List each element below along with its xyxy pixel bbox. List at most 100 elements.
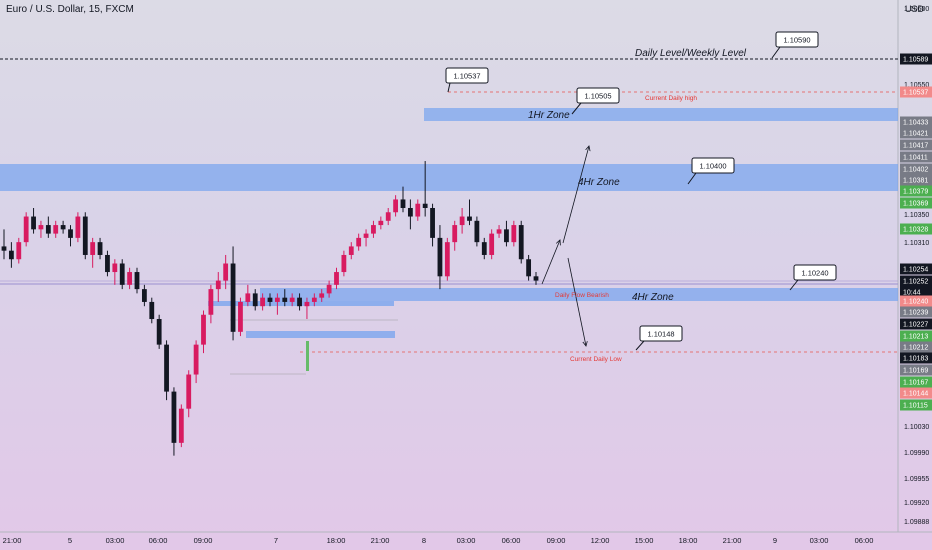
callout-box — [691, 157, 735, 174]
zone-rect — [424, 108, 898, 121]
candle-body — [400, 199, 406, 208]
price-badge-label: 1.10379 — [903, 189, 928, 196]
price-badge — [900, 376, 932, 388]
price-badge-label: 1.10254 — [903, 267, 928, 274]
time-tick-label: 09:00 — [194, 536, 213, 545]
price-badge — [900, 151, 932, 163]
price-badge — [900, 163, 932, 175]
candle-body — [452, 225, 458, 243]
candle-body — [141, 289, 147, 302]
candle-body — [533, 276, 539, 281]
candle-body — [112, 263, 118, 273]
price-badge-label: 1.10167 — [903, 380, 928, 387]
candle-body — [134, 272, 140, 290]
price-tick-label: 1.10310 — [904, 240, 929, 247]
time-tick-label: 21:00 — [723, 536, 742, 545]
candle-body — [415, 203, 421, 217]
candle-body — [311, 297, 317, 302]
price-badge — [900, 341, 932, 353]
price-badge-label: 1.10589 — [903, 57, 928, 64]
price-badge — [900, 318, 932, 330]
candle-body — [105, 254, 110, 273]
candle-body — [252, 293, 258, 307]
candle-body — [45, 225, 51, 234]
currency-label: USD — [905, 4, 925, 14]
time-tick-label: 06:00 — [149, 536, 168, 545]
price-tick-label: 1.10600 — [904, 6, 929, 13]
candle-body — [518, 225, 524, 260]
candle-body — [363, 233, 369, 238]
price-badge-label: 1.10421 — [903, 131, 928, 138]
candle-body — [326, 284, 332, 294]
candle-body — [68, 229, 73, 238]
callout-box — [639, 325, 683, 342]
price-badge-label: 1.10169 — [903, 368, 928, 375]
zone-rect — [260, 288, 898, 301]
callout-box — [445, 67, 489, 84]
candle-body — [178, 408, 184, 443]
price-badge — [900, 127, 932, 139]
4hr-zone-lower-label: 4Hr Zone — [632, 292, 674, 303]
time-tick-label: 21:00 — [3, 536, 22, 545]
candle-body — [341, 254, 347, 273]
price-badge-label: 1.10369 — [903, 201, 928, 208]
candle-body — [23, 216, 29, 243]
price-badge-label: 1.10411 — [903, 155, 928, 162]
price-badge-label: 1.10537 — [903, 90, 928, 97]
time-tick-label: 18:00 — [679, 536, 698, 545]
time-tick-label: 06:00 — [855, 536, 874, 545]
symbol-title: Euro / U.S. Dollar, 15, FXCM — [6, 4, 134, 15]
candle-body — [378, 220, 384, 226]
candle-body — [1, 246, 7, 251]
price-badge-label: 1.10239 — [903, 310, 928, 317]
time-tick-label: 12:00 — [591, 536, 610, 545]
candle-body — [8, 250, 14, 260]
price-badge — [900, 306, 932, 318]
price-badge — [900, 387, 932, 399]
candle-body — [481, 242, 487, 255]
candle-body — [75, 216, 81, 238]
daily-high-label: Current Daily high — [645, 95, 697, 102]
price-badge — [900, 275, 932, 287]
candle-body — [245, 293, 251, 302]
price-badge — [900, 116, 932, 128]
price-badge — [900, 263, 932, 275]
price-badge — [900, 174, 932, 186]
price-badge-label: 1.10252 — [903, 279, 928, 286]
time-tick-label: 03:00 — [106, 536, 125, 545]
candle-body — [193, 344, 199, 375]
callout-pointer — [571, 102, 582, 115]
candle-body — [97, 242, 103, 255]
callout-box — [775, 31, 819, 48]
price-badge-label: 1.10213 — [903, 334, 928, 341]
price-tick-label: 1.10030 — [904, 424, 929, 431]
price-badge-label: 1.10402 — [903, 167, 928, 174]
candle-body — [82, 216, 88, 255]
price-tick-label: 1.09990 — [904, 450, 929, 457]
price-badge-label: 1.10115 — [903, 403, 928, 410]
price-tick-label: 1.09888 — [904, 519, 929, 526]
callout-pointer — [687, 172, 697, 185]
candle-body — [348, 246, 354, 255]
candle-body — [393, 199, 399, 213]
projection-arrow-up-1 — [541, 240, 560, 285]
price-badge — [900, 53, 932, 65]
time-tick-label: 9 — [773, 536, 777, 545]
price-badge — [900, 197, 932, 209]
candle-body — [171, 391, 177, 443]
candle-body — [467, 216, 472, 221]
callout-pointer — [771, 46, 781, 59]
price-tick-label: 1.10550 — [904, 82, 929, 89]
price-tick-label: 1.10350 — [904, 212, 929, 219]
candle-body — [127, 272, 133, 285]
zone-rect — [0, 164, 898, 191]
candle-body — [474, 220, 480, 243]
callout-label: 1.10537 — [453, 72, 480, 81]
candle-body — [297, 297, 302, 307]
callout-label: 1.10148 — [647, 330, 674, 339]
price-badge-label: 10:44 — [903, 290, 921, 297]
time-tick-label: 03:00 — [810, 536, 829, 545]
price-badge-label: 1.10328 — [903, 227, 928, 234]
